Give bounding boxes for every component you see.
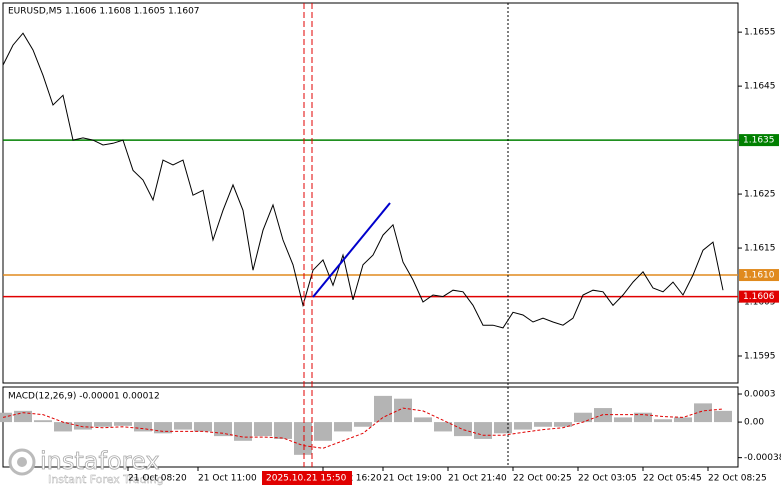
x-tick-label: 21 Oct 19:00 — [383, 474, 442, 484]
macd-bar — [274, 422, 292, 439]
macd-title: MACD(12,26,9) -0.00001 0.00012 — [8, 392, 160, 402]
macd-bar — [474, 422, 492, 439]
macd-bar — [434, 422, 452, 432]
macd-bar — [214, 422, 232, 437]
macd-bar — [294, 422, 312, 455]
y-tick-label: 1.1655 — [744, 28, 776, 38]
price-line — [2, 32, 724, 329]
macd-bar — [414, 417, 432, 423]
macd-bar — [74, 422, 92, 430]
level-label-box — [739, 290, 779, 303]
macd-bar — [134, 422, 152, 432]
macd-bar — [194, 422, 212, 432]
macd-bar — [34, 420, 52, 423]
y-tick-label: 0.0003 — [744, 390, 776, 400]
x-tick-label: 22 Oct 03:05 — [578, 474, 637, 484]
macd-bar — [714, 410, 732, 423]
y-tick-label: 1.1615 — [744, 244, 776, 254]
price-panel — [2, 2, 739, 384]
macd-bar — [694, 403, 712, 423]
macd-bar — [614, 417, 632, 423]
chart-header: EURUSD,M5 1.1606 1.1608 1.1605 1.1607 — [8, 7, 200, 17]
y-tick-label: 1.1645 — [744, 82, 776, 92]
logo-tagline: Instant Forex Trading — [48, 473, 164, 486]
macd-bar — [654, 419, 672, 423]
macd-bar — [354, 422, 372, 427]
macd-bar — [634, 412, 652, 423]
level-label: 1.1635 — [743, 136, 775, 146]
signal-line — [2, 407, 724, 449]
macd-bar — [534, 422, 552, 427]
macd-bar — [54, 422, 72, 432]
logo-name: instaforex — [40, 447, 160, 475]
x-tick-label: 22 Oct 08:25 — [708, 474, 767, 484]
macd-panel — [2, 386, 739, 468]
x-tick-label: 21 Oct 16:20 — [323, 474, 382, 484]
macd-bar — [254, 422, 272, 437]
macd-bar — [174, 422, 192, 430]
macd-bar — [494, 422, 512, 434]
macd-bar — [454, 422, 472, 437]
x-tick-label: 22 Oct 00:25 — [513, 474, 572, 484]
level-label-box — [739, 269, 779, 282]
macd-bar — [574, 412, 592, 423]
logo: instaforex Instant Forex Trading — [8, 447, 164, 486]
x-tick-label: 21 Oct 08:20 — [128, 474, 187, 484]
y-tick-label: 1.1595 — [744, 352, 776, 362]
macd-bar — [374, 395, 392, 423]
y-tick-label: 1.1625 — [744, 190, 776, 200]
macd-bar — [0, 412, 12, 423]
crosshair-label: 2025.10.21 15:50 — [266, 474, 347, 484]
macd-bar — [394, 398, 412, 423]
y-tick-label: 0.00 — [744, 418, 764, 428]
x-tick-label: 21 Oct 11:00 — [198, 474, 257, 484]
macd-bar — [314, 422, 332, 441]
macd-bar — [114, 422, 132, 426]
y-tick-label: -0.00038 — [744, 453, 781, 463]
macd-bar — [514, 422, 532, 430]
macd-bar — [14, 410, 32, 423]
level-label: 1.1606 — [743, 292, 775, 302]
macd-bar — [234, 422, 252, 441]
macd-bar — [674, 417, 692, 423]
crosshair-box — [262, 471, 352, 485]
x-tick-label: 22 Oct 05:45 — [643, 474, 702, 484]
macd-bar — [94, 422, 112, 427]
trend-line — [312, 202, 391, 298]
macd-bar — [554, 422, 572, 427]
logo-icon — [17, 457, 27, 467]
level-label: 1.1610 — [743, 271, 775, 281]
x-tick-label: 21 Oct 21:40 — [448, 474, 507, 484]
level-label-box — [739, 134, 779, 147]
macd-bar — [154, 422, 172, 434]
macd-bar — [334, 422, 352, 432]
